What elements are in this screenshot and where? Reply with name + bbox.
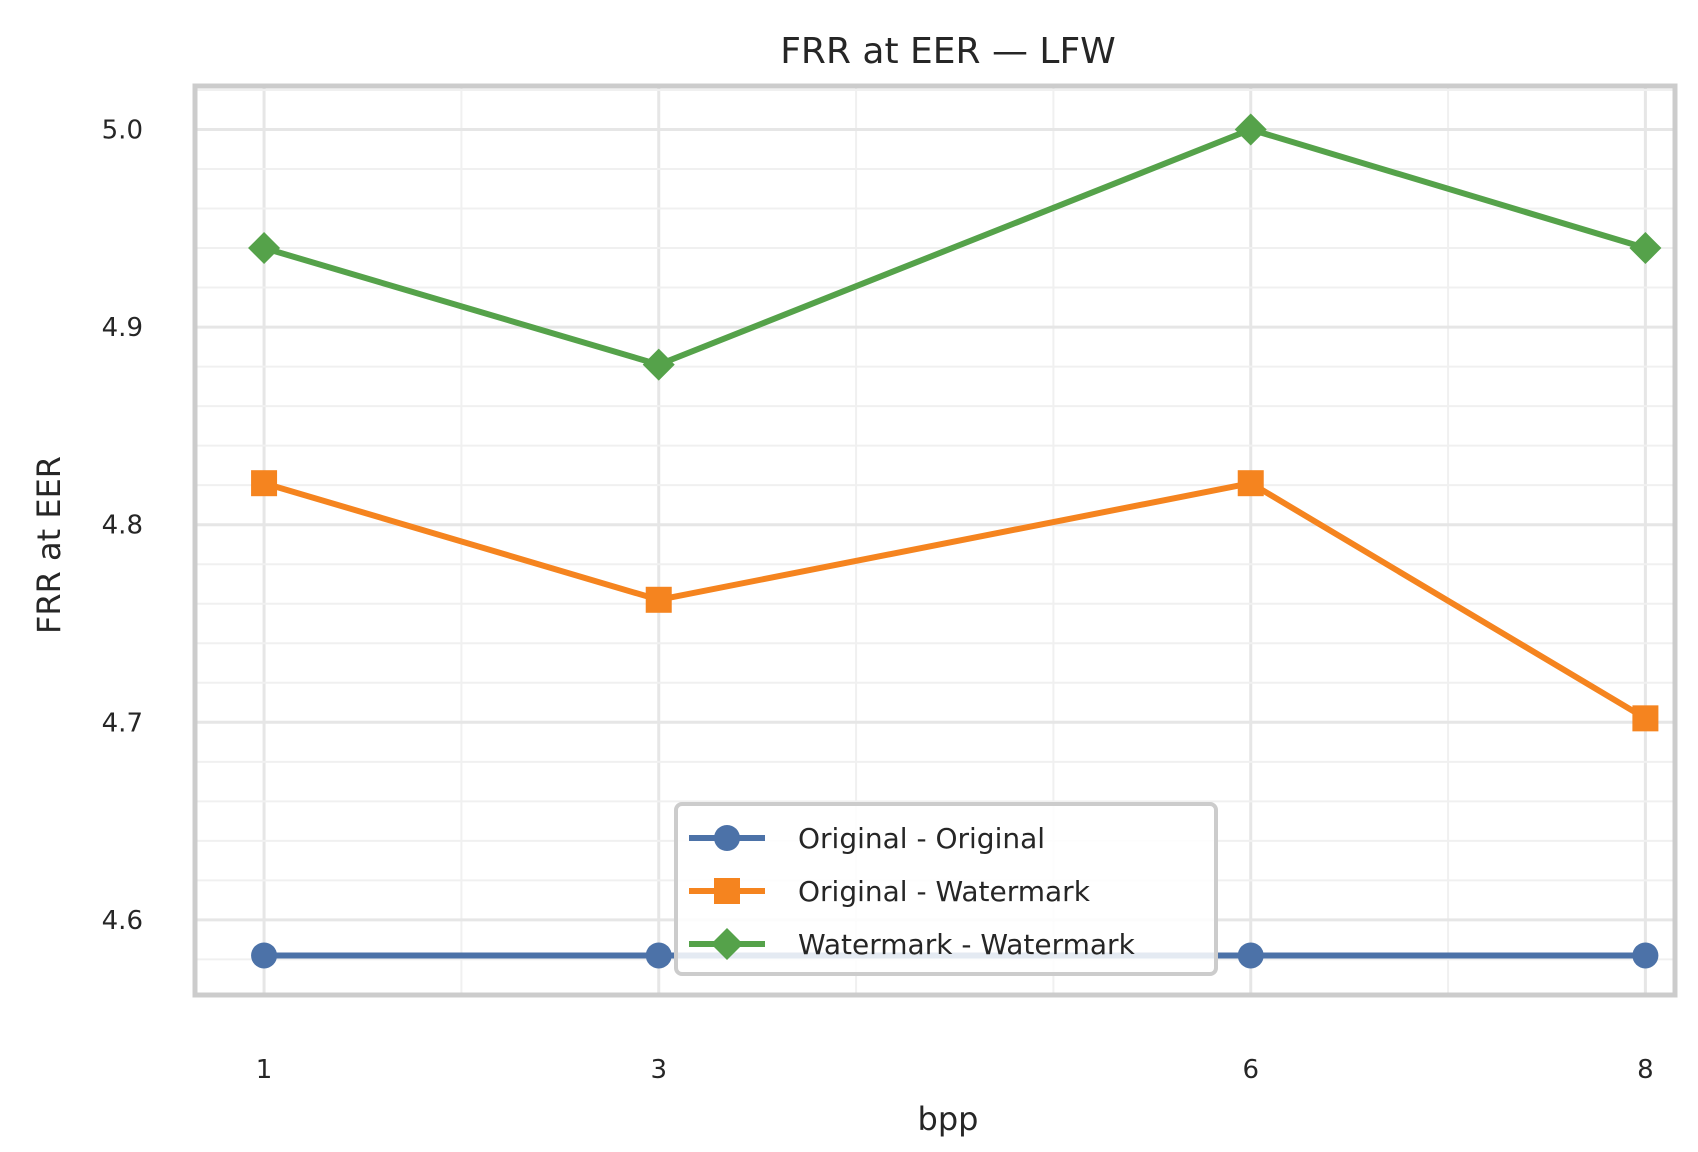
data-point-marker <box>643 349 675 381</box>
x-axis-ticks: 1 3 6 8 <box>256 1055 1654 1085</box>
x-tick-label: 3 <box>650 1055 667 1085</box>
y-tick-label: 4.8 <box>102 511 143 541</box>
data-point-marker <box>251 942 277 968</box>
legend: Original - Original Original - Watermark W… <box>676 804 1216 974</box>
data-point-marker <box>1238 470 1264 496</box>
y-axis-label: FRR at EER <box>30 456 68 634</box>
legend-marker <box>714 825 740 851</box>
legend-marker <box>714 878 740 904</box>
x-tick-label: 6 <box>1242 1055 1259 1085</box>
data-point-marker <box>248 232 280 264</box>
y-tick-label: 5.0 <box>102 115 143 145</box>
legend-label: Original - Watermark <box>798 875 1091 908</box>
legend-label: Watermark - Watermark <box>798 928 1136 961</box>
y-axis-ticks: 4.6 4.7 4.8 4.9 5.0 <box>102 115 143 935</box>
data-point-marker <box>646 942 672 968</box>
data-point-marker <box>1632 942 1658 968</box>
data-point-marker <box>646 587 672 613</box>
x-tick-label: 1 <box>256 1055 273 1085</box>
y-tick-label: 4.9 <box>102 313 143 343</box>
data-point-marker <box>1235 113 1267 145</box>
y-tick-label: 4.7 <box>102 708 143 738</box>
chart-title: FRR at EER — LFW <box>780 31 1116 72</box>
x-tick-label: 8 <box>1637 1055 1654 1085</box>
legend-label: Original - Original <box>798 822 1045 855</box>
x-axis-label: bpp <box>918 1100 979 1138</box>
data-point-marker <box>1629 232 1661 264</box>
data-point-marker <box>1632 705 1658 731</box>
data-point-marker <box>251 470 277 496</box>
data-point-marker <box>1238 942 1264 968</box>
y-tick-label: 4.6 <box>102 906 143 936</box>
